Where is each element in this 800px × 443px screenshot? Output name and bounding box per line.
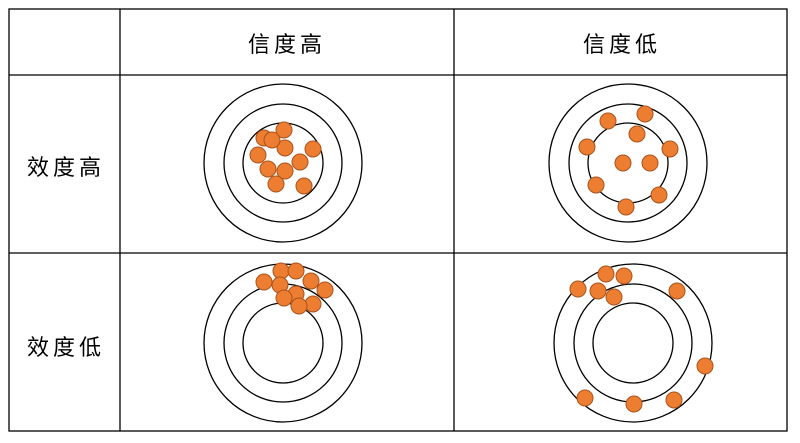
dot (249, 146, 267, 164)
inner-ring (242, 302, 324, 384)
target-invalid-unreliable (553, 263, 714, 423)
column-header-low-reliability: 信度低 (582, 33, 662, 58)
table-border (8, 8, 788, 432)
dot-cluster (569, 265, 714, 413)
dot (276, 139, 294, 157)
dot (615, 267, 633, 285)
dot (255, 273, 273, 291)
dot-cluster (578, 105, 679, 216)
dot (316, 281, 334, 299)
row-header-high-validity: 效度高 (26, 156, 106, 181)
dot-cluster (255, 262, 334, 315)
dot (304, 140, 322, 158)
dot (668, 282, 686, 300)
dot (291, 153, 309, 171)
dot (259, 160, 277, 178)
dot (569, 280, 587, 298)
middle-ring (568, 103, 688, 223)
dot (275, 121, 293, 139)
dot (650, 186, 668, 204)
dot (625, 395, 643, 413)
dot (576, 389, 594, 407)
dot (641, 154, 659, 172)
dot (597, 265, 615, 283)
dot (290, 297, 308, 315)
outer-ring (548, 83, 708, 243)
row-header-low-validity: 效度低 (26, 336, 106, 361)
dot (276, 162, 294, 180)
dot (275, 289, 293, 307)
dot (605, 288, 623, 306)
dot (599, 112, 617, 130)
dot (614, 154, 632, 172)
dot (302, 272, 320, 290)
target-invalid-reliable (203, 262, 363, 423)
dot (628, 125, 646, 143)
dot-cluster (249, 121, 322, 195)
dot (617, 198, 635, 216)
target-valid-reliable (203, 83, 363, 243)
dot (304, 295, 322, 313)
outer-ring (553, 263, 713, 423)
target-valid-unreliable (548, 83, 708, 243)
middle-ring (223, 103, 343, 223)
inner-ring (592, 302, 674, 384)
dot (578, 138, 596, 156)
middle-ring (573, 283, 693, 403)
outer-ring (203, 83, 363, 243)
dot (295, 177, 313, 195)
column-header-high-reliability: 信度高 (247, 33, 327, 58)
dot (661, 140, 679, 158)
dot (589, 282, 607, 300)
dot (587, 176, 605, 194)
dot (263, 131, 281, 149)
dot (267, 175, 285, 193)
dot (665, 391, 683, 409)
dot (287, 262, 305, 280)
dot (696, 357, 714, 375)
dot (636, 105, 654, 123)
